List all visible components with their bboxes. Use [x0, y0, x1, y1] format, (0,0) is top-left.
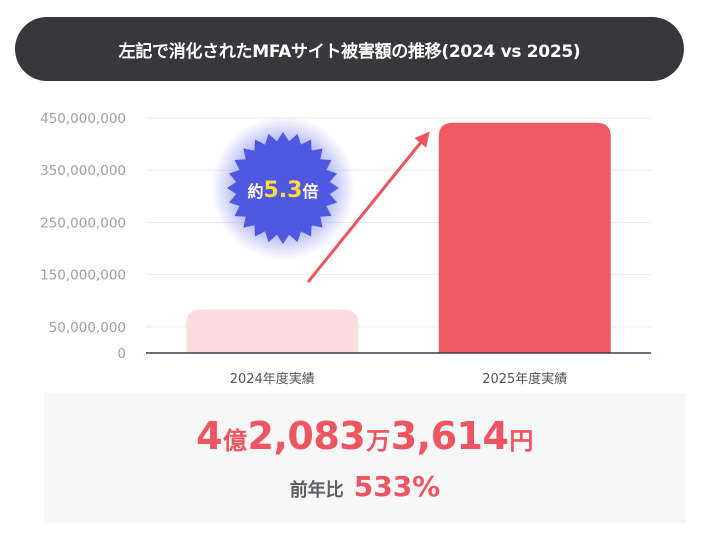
- bar-2: [438, 122, 611, 353]
- total-digits: 2,083: [247, 413, 366, 458]
- y-tick-label: 0: [117, 346, 126, 362]
- total-digits: 3,614: [390, 413, 509, 458]
- x-axis-labels: 2024年度実績 2025年度実績: [230, 371, 568, 387]
- y-tick-label: 250,000,000: [40, 215, 126, 231]
- title-banner: 左記で消化されたMFAサイト被害額の推移(2024 vs 2025): [15, 17, 684, 81]
- y-tick-label: 350,000,000: [40, 163, 126, 179]
- bars: [186, 122, 611, 353]
- y-tick-label: 450,000,000: [40, 111, 126, 127]
- total-unit: 億: [223, 426, 247, 455]
- ratio-label: 前年比: [289, 479, 344, 501]
- bar-chart: 0 50,000,000 150,000,000 250,000,000 350,000…: [40, 111, 651, 387]
- y-axis-ticks: 0 50,000,000 150,000,000 250,000,000 350,000…: [40, 111, 126, 362]
- badge-starburst-icon: [227, 132, 339, 244]
- total-digits: 4: [196, 413, 223, 458]
- x-category-label: 2025年度実績: [482, 371, 567, 387]
- badge-text: 約5.3倍: [247, 178, 318, 203]
- y-tick-label: 150,000,000: [40, 268, 126, 284]
- badge-prefix: 約: [247, 182, 263, 201]
- y-tick-label: 50,000,000: [49, 320, 126, 336]
- total-unit: 円: [509, 426, 533, 455]
- total-unit: 万: [366, 426, 390, 455]
- badge-suffix: 倍: [302, 182, 318, 201]
- total-amount: 4 億 2,083 万 3,614 円: [196, 414, 534, 458]
- x-category-label: 2024年度実績: [230, 371, 315, 387]
- chart-title: 左記で消化されたMFAサイト被害額の推移(2024 vs 2025): [118, 41, 581, 62]
- ratio-badge: 約5.3倍: [211, 116, 355, 260]
- summary-panel: 4 億 2,083 万 3,614 円 前年比 533%: [44, 393, 686, 523]
- badge-value: 5.3: [264, 178, 303, 203]
- ratio-value: 533%: [353, 469, 441, 503]
- growth-arrow-icon: [306, 131, 430, 283]
- bar-1: [186, 309, 359, 353]
- yoy-ratio: 前年比 533%: [290, 470, 441, 503]
